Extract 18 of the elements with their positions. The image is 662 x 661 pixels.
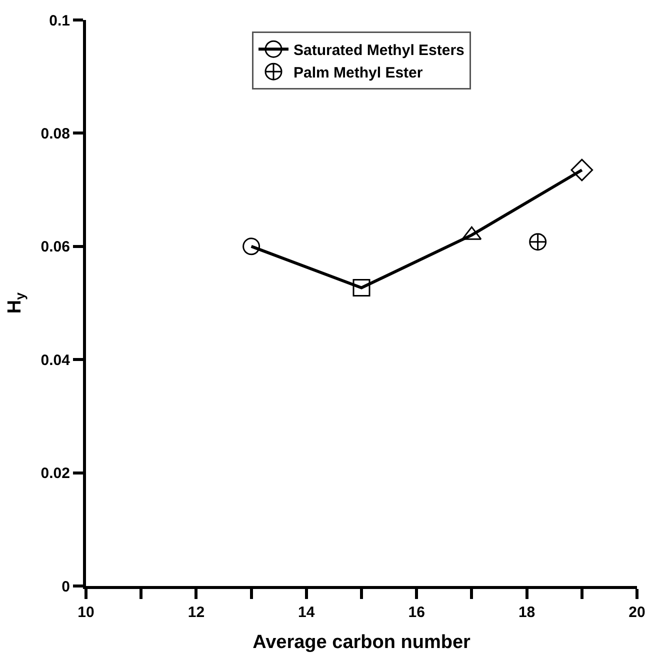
legend-label: Palm Methyl Ester — [294, 64, 423, 82]
y-tick-label: 0 — [62, 578, 70, 596]
x-axis-title: Average carbon number — [252, 632, 472, 653]
point — [242, 238, 260, 256]
y-tick-label: 0.08 — [40, 125, 70, 142]
x-tick-label: 18 — [518, 604, 536, 621]
x-tick-label: 10 — [78, 604, 94, 621]
x-tick-label: 16 — [408, 604, 425, 621]
y-tick-label: 0.04 — [40, 352, 71, 369]
point — [352, 278, 370, 296]
x-tick-label: 14 — [298, 604, 316, 621]
y-tick-label: 0.06 — [40, 238, 70, 256]
y-tick-label: 0.02 — [40, 465, 70, 482]
legend-label: Saturated Methyl Esters — [294, 42, 464, 59]
point — [529, 233, 547, 251]
y-tick-label: 0.1 — [49, 12, 70, 30]
x-tick-label: 20 — [628, 604, 646, 621]
x-tick-label: 12 — [188, 604, 205, 621]
